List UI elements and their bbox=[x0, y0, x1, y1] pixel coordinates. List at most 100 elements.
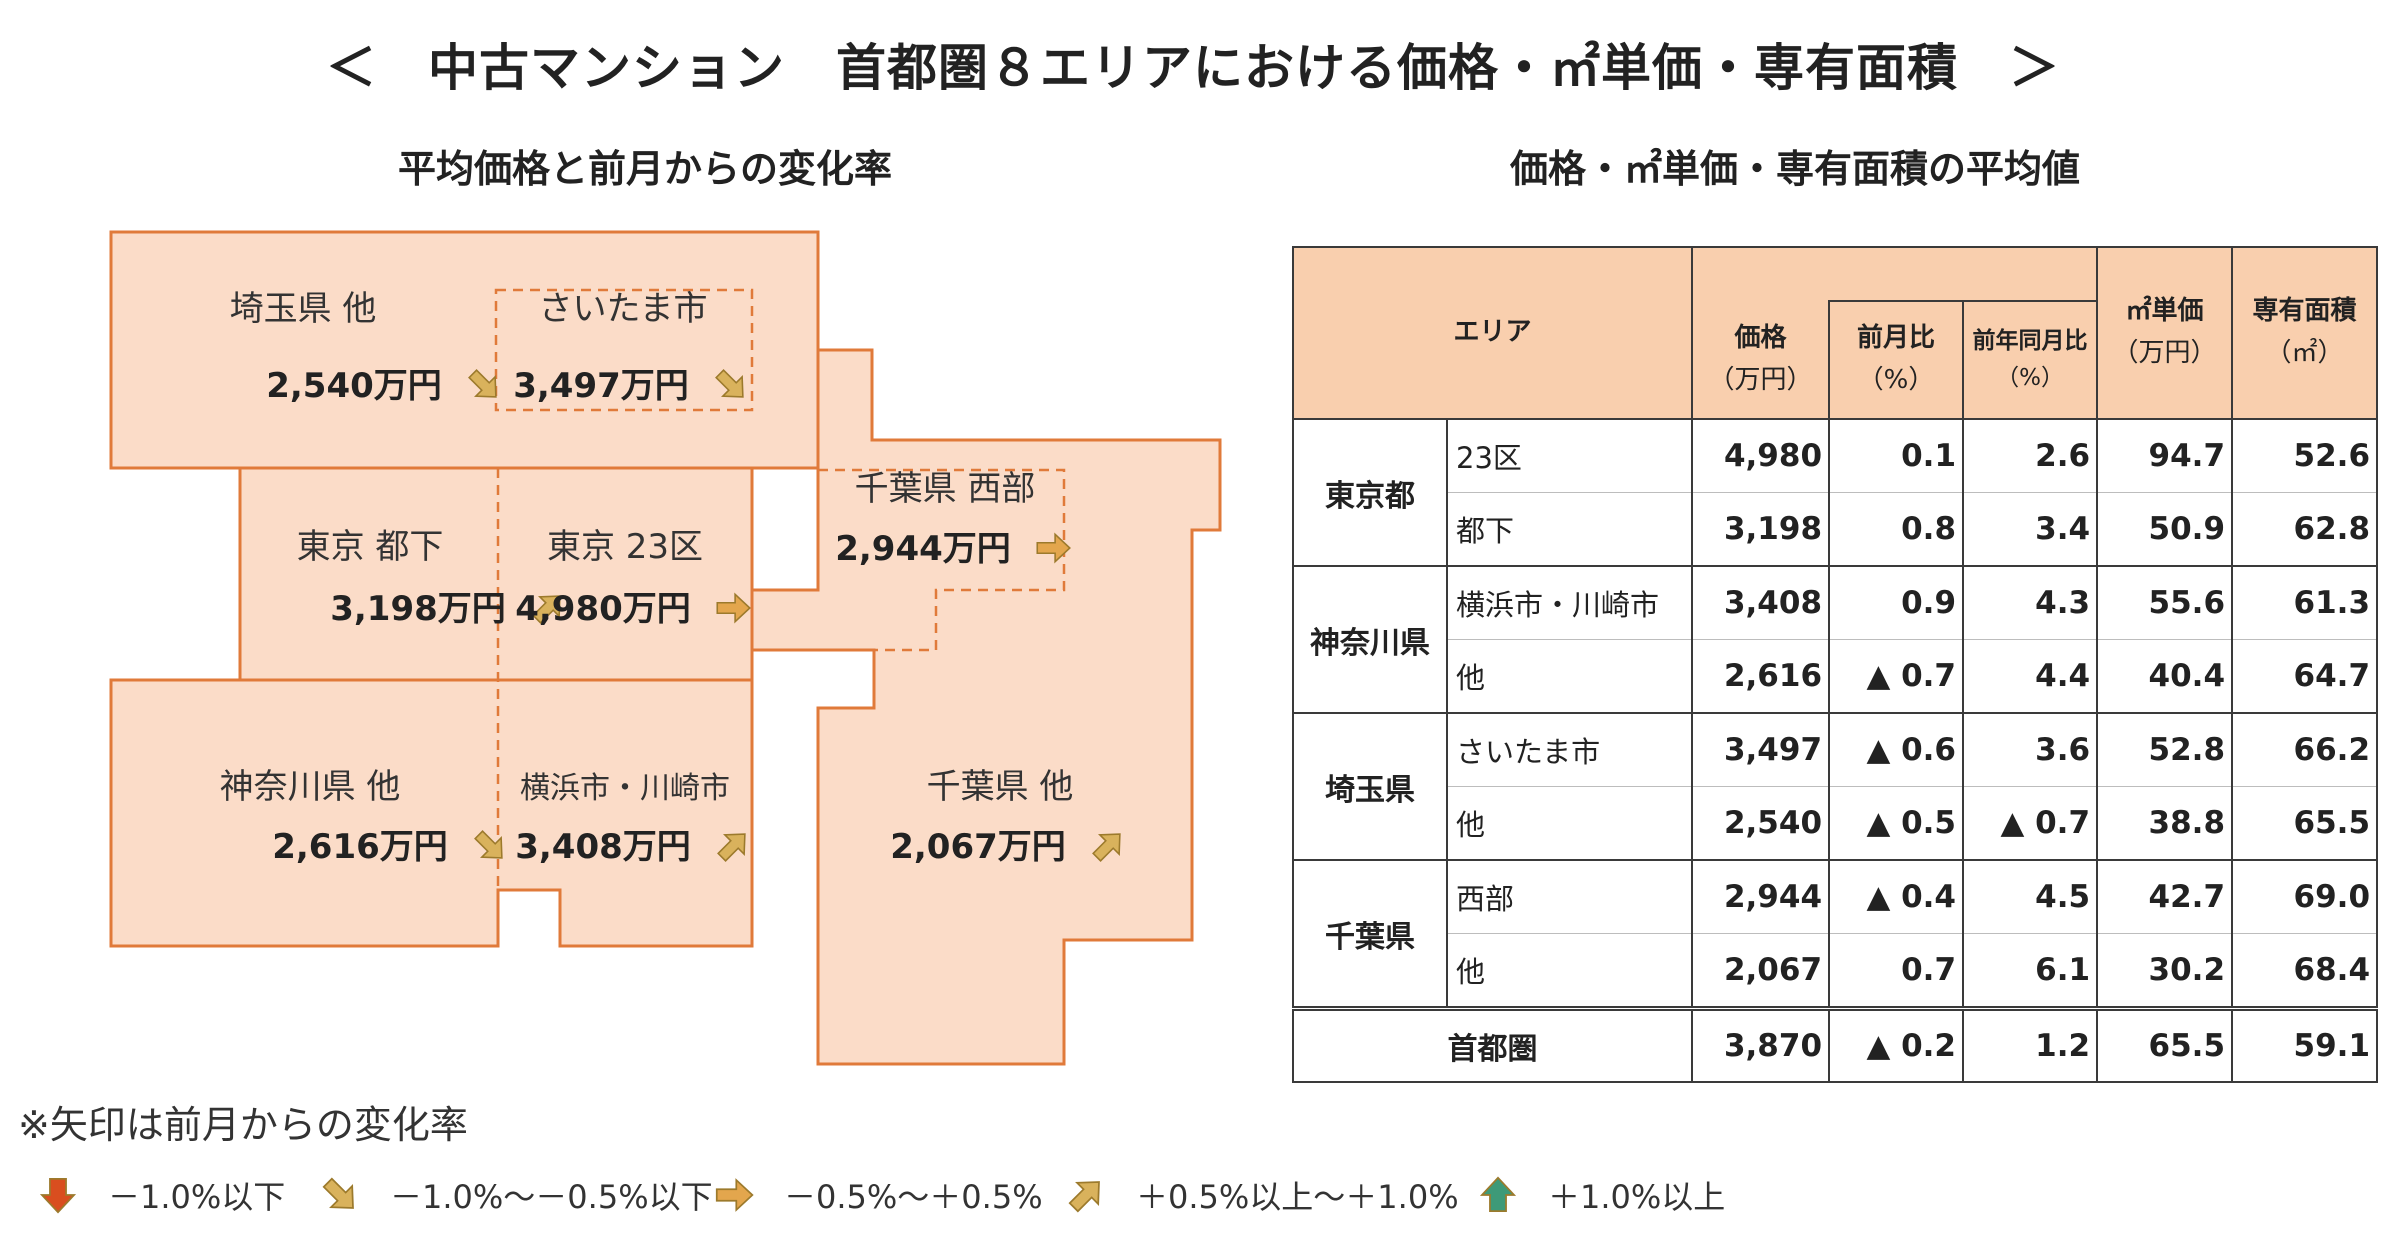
yoy-cell: 2.6 bbox=[1962, 418, 2099, 493]
size-cell: 62.8 bbox=[2231, 492, 2379, 567]
region-name: 東京 都下 bbox=[297, 527, 444, 567]
region-price: 3,497万円 bbox=[513, 366, 689, 406]
region-price: 3,198万円 bbox=[330, 589, 506, 629]
table-row: 都下 3,198 0.8 3.4 50.9 62.8 bbox=[1293, 492, 2379, 567]
region-kanagawa bbox=[109, 678, 754, 948]
region-name: 千葉県 他 bbox=[927, 767, 1074, 807]
region-price: 2,540万円 bbox=[266, 366, 442, 406]
table-row: 神奈川県 横浜市・川崎市 3,408 0.9 4.3 55.6 61.3 bbox=[1292, 565, 2379, 714]
stats-table: エリア ㎡単価 （万円） 専有面積 （㎡） 価格 （万円） 前月比 （%） 前年同月比（… bbox=[1291, 246, 2379, 1083]
arrow-down-icon bbox=[715, 369, 744, 398]
total-mom-cell: ▲ 0.2 bbox=[1828, 1006, 1965, 1083]
mom-cell: 0.1 bbox=[1828, 418, 1965, 493]
mom-cell: 0.8 bbox=[1828, 492, 1965, 567]
yoy-cell: 4.3 bbox=[1962, 565, 2099, 640]
unit-price-cell: 42.7 bbox=[2096, 859, 2234, 934]
region-name: 千葉県 西部 bbox=[855, 469, 1036, 509]
header-mom: 前月比 （%） bbox=[1828, 300, 1965, 420]
page-title: ＜ 中古マンション 首都圏８エリアにおける価格・㎡単価・専有面積 ＞ bbox=[326, 39, 2060, 97]
total-label: 首都圏 bbox=[1291, 1006, 1694, 1083]
size-cell: 68.4 bbox=[2231, 933, 2379, 1010]
arrow-up-icon bbox=[532, 595, 561, 624]
arrow-down-icon bbox=[322, 1177, 354, 1209]
region-name: 東京 23区 bbox=[547, 527, 703, 567]
region-price: 2,067万円 bbox=[890, 827, 1066, 867]
arrow-down-strong-icon bbox=[39, 1178, 77, 1214]
map-title: 平均価格と前月からの変化率 bbox=[398, 147, 893, 191]
unit-price-cell: 40.4 bbox=[2096, 639, 2234, 714]
legend-label: ＋0.5%以上～＋1.0% bbox=[1136, 1178, 1459, 1216]
area-cell: 都下 bbox=[1445, 492, 1694, 567]
yoy-cell: 3.4 bbox=[1962, 492, 2099, 567]
region-tokyo bbox=[238, 466, 754, 682]
region-tokyo-tokai: 東京 都下 3,198万円 bbox=[297, 527, 561, 629]
size-cell: 52.6 bbox=[2231, 418, 2379, 493]
region-price: 4,980万円 bbox=[515, 589, 691, 629]
pref-cell: 東京都 bbox=[1292, 418, 1448, 567]
arrow-up-icon bbox=[717, 833, 746, 862]
header-unit-price: ㎡単価 （万円） bbox=[2096, 246, 2234, 420]
mom-cell: 0.9 bbox=[1828, 565, 1965, 640]
region-chiba-other: 千葉県 他 2,067万円 bbox=[890, 767, 1121, 867]
legend-label: －0.5%～＋0.5% bbox=[784, 1178, 1043, 1216]
legend-label: －1.0%以下 bbox=[108, 1178, 286, 1216]
pref-cell: 千葉県 bbox=[1292, 859, 1448, 1010]
mom-cell: ▲ 0.4 bbox=[1828, 859, 1965, 934]
area-cell: 西部 bbox=[1445, 859, 1694, 934]
unit-price-cell: 30.2 bbox=[2096, 933, 2234, 1010]
table-row: 他 2,540 ▲ 0.5 ▲ 0.7 38.8 65.5 bbox=[1293, 786, 2379, 861]
arrow-down-icon bbox=[474, 830, 503, 859]
table-row: 他 2,616 ▲ 0.7 4.4 40.4 64.7 bbox=[1293, 639, 2379, 714]
arrow-flat-icon bbox=[715, 1178, 754, 1212]
area-cell: 他 bbox=[1445, 786, 1694, 861]
region-yokohama-kawasaki: 横浜市・川崎市 3,408万円 bbox=[515, 771, 746, 867]
size-cell: 69.0 bbox=[2231, 859, 2379, 934]
unit-price-cell: 38.8 bbox=[2096, 786, 2234, 861]
header-spacer bbox=[1691, 246, 2099, 301]
legend-item: ＋1.0%以上 bbox=[1476, 1170, 1725, 1220]
arrow-down-icon bbox=[468, 369, 497, 398]
arrow-up-icon bbox=[1068, 1181, 1100, 1213]
size-cell: 66.2 bbox=[2231, 712, 2379, 787]
price-cell: 3,198 bbox=[1691, 492, 1831, 567]
saitama-city-boundary bbox=[494, 288, 754, 412]
yoy-cell: 3.6 bbox=[1962, 712, 2099, 787]
area-cell: 他 bbox=[1445, 933, 1694, 1010]
yoy-cell: 4.5 bbox=[1962, 859, 2099, 934]
mom-cell: ▲ 0.5 bbox=[1828, 786, 1965, 861]
area-cell: 横浜市・川崎市 bbox=[1445, 565, 1694, 640]
total-size-cell: 59.1 bbox=[2231, 1006, 2379, 1083]
arrow-up-strong-icon bbox=[1479, 1176, 1517, 1212]
size-cell: 61.3 bbox=[2231, 565, 2379, 640]
pref-cell: 神奈川県 bbox=[1292, 565, 1448, 714]
area-cell: 23区 bbox=[1445, 418, 1694, 493]
legend-item: －1.0%以下 bbox=[36, 1170, 285, 1220]
header-area: エリア bbox=[1291, 246, 1694, 420]
price-cell: 2,616 bbox=[1691, 639, 1831, 714]
table-title: 価格・㎡単価・専有面積の平均値 bbox=[1510, 147, 2081, 191]
header-yoy: 前年同月比 （%） bbox=[1962, 300, 2099, 420]
header-area-size: 専有面積 （㎡） bbox=[2231, 246, 2379, 420]
unit-price-cell: 50.9 bbox=[2096, 492, 2234, 567]
area-cell: さいたま市 bbox=[1445, 712, 1694, 787]
arrow-flat-icon bbox=[716, 592, 751, 624]
unit-price-cell: 52.8 bbox=[2096, 712, 2234, 787]
region-saitama-other: 埼玉県 他 2,540万円 bbox=[230, 289, 497, 406]
price-cell: 3,497 bbox=[1691, 712, 1831, 787]
yoy-cell: ▲ 0.7 bbox=[1962, 786, 2099, 861]
region-tokyo-23ku: 東京 23区 4,980万円 bbox=[515, 527, 751, 629]
region-saitama bbox=[109, 230, 820, 470]
region-chiba bbox=[750, 348, 1222, 1066]
legend-item: －0.5%～＋0.5% bbox=[712, 1170, 1043, 1220]
legend-item: －1.0%～－0.5%以下 bbox=[318, 1170, 713, 1220]
table-row: 千葉県 西部 2,944 ▲ 0.4 4.5 42.7 69.0 bbox=[1292, 859, 2379, 1010]
total-yoy-cell: 1.2 bbox=[1962, 1006, 2099, 1083]
region-chiba-west: 千葉県 西部 2,944万円 bbox=[835, 469, 1071, 569]
region-shapes bbox=[109, 230, 1222, 1066]
pref-cell: 埼玉県 bbox=[1292, 712, 1448, 861]
size-cell: 65.5 bbox=[2231, 786, 2379, 861]
yoy-cell: 6.1 bbox=[1962, 933, 2099, 1010]
table-row: 東京都 23区 4,980 0.1 2.6 94.7 52.6 bbox=[1292, 418, 2379, 567]
region-price: 2,616万円 bbox=[272, 827, 448, 867]
